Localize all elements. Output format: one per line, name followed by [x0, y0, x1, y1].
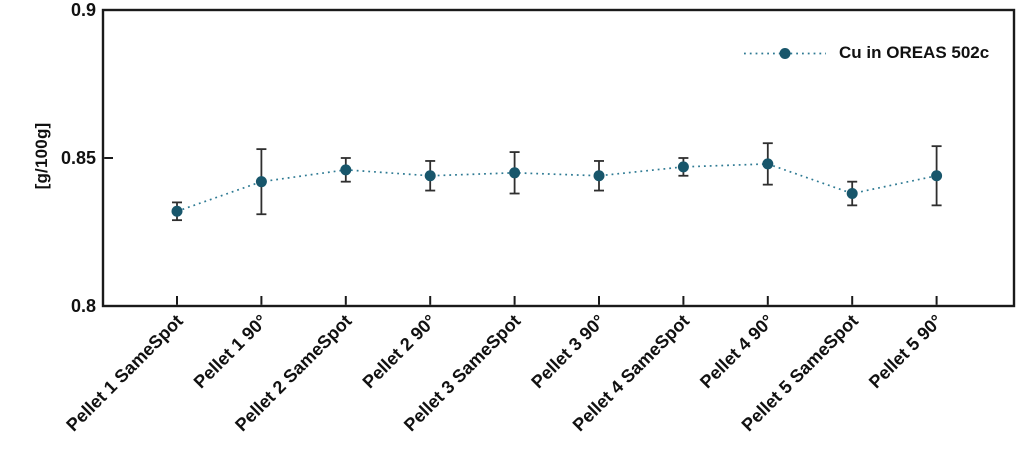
legend: Cu in OREAS 502c [742, 43, 989, 63]
y-tick-label: 0.8 [71, 296, 96, 316]
data-point [677, 161, 689, 173]
data-point [255, 176, 267, 188]
series-line [176, 163, 937, 213]
data-point [171, 205, 183, 217]
x-tick-label: Pellet 1 90° [190, 311, 272, 393]
x-tick-label: Pellet 1 SameSpot [62, 311, 186, 435]
legend-marker-icon [744, 47, 826, 59]
x-tick-label: Pellet 4 90° [696, 311, 778, 393]
data-point [593, 170, 605, 182]
y-axis-label: [g/100g] [32, 122, 51, 190]
x-tick-label: Pellet 3 90° [527, 311, 609, 393]
legend-point [779, 47, 791, 59]
plot-frame [101, 8, 1016, 308]
data-point [509, 167, 521, 179]
y-tick-label: 0.9 [71, 0, 96, 20]
data-point [424, 170, 436, 182]
data-point [931, 170, 943, 182]
data-point [762, 158, 774, 170]
data-point [846, 188, 858, 200]
y-tick-label: 0.85 [61, 148, 96, 168]
legend-label: Cu in OREAS 502c [839, 43, 990, 62]
data-point [340, 164, 352, 176]
x-tick-label: Pellet 2 90° [359, 311, 441, 393]
x-tick-label: Pellet 5 90° [865, 311, 947, 393]
